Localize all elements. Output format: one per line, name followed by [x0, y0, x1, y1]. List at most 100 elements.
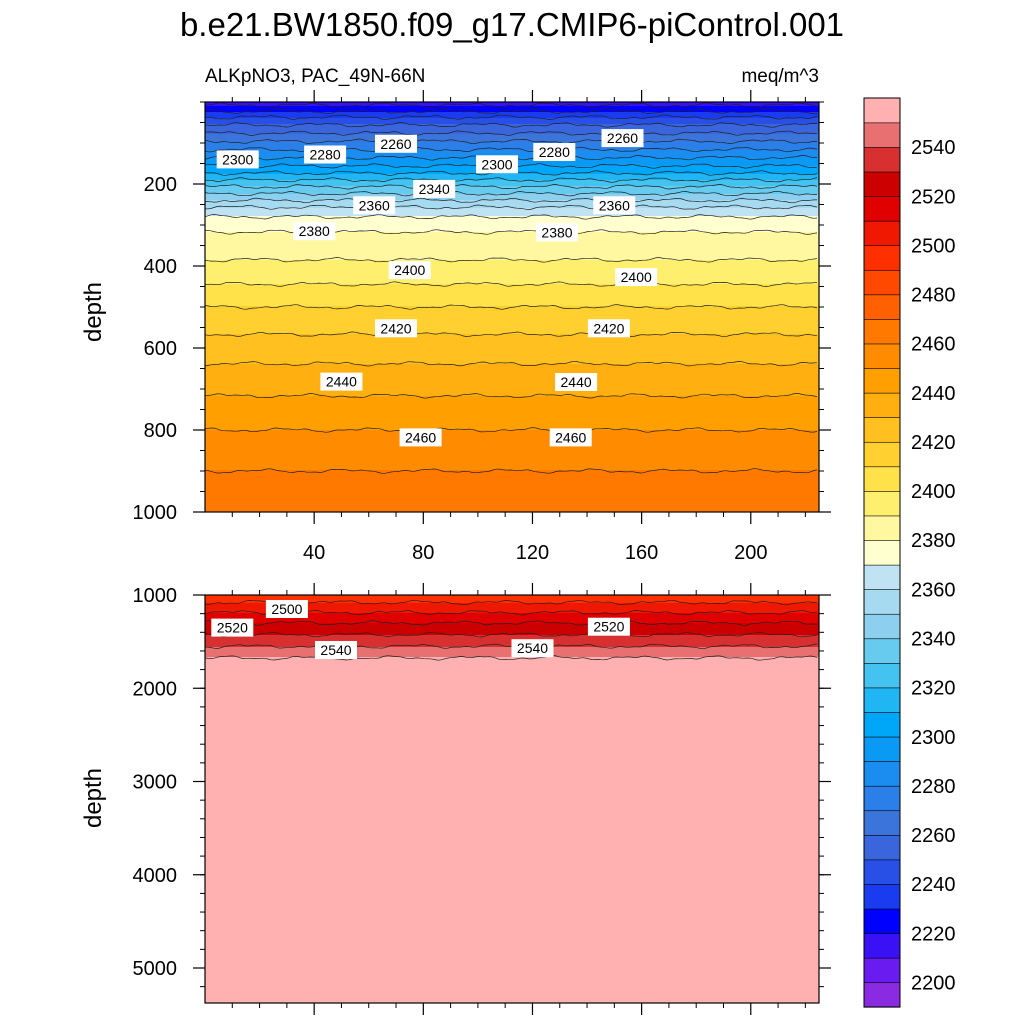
- upper-band: [205, 196, 819, 199]
- upper-band: [205, 284, 819, 287]
- upper-band: [205, 340, 819, 343]
- upper-band: [205, 102, 819, 105]
- upper-band: [205, 280, 819, 283]
- upper-band: [205, 256, 819, 259]
- lower-band: [205, 981, 819, 984]
- upper-contour-line: [205, 130, 818, 136]
- colorbar-label: 2360: [911, 579, 956, 601]
- upper-band: [205, 396, 819, 399]
- upper-band: [205, 212, 819, 215]
- upper-band: [205, 496, 819, 499]
- upper-band: [205, 176, 819, 179]
- upper-band: [205, 184, 819, 187]
- lower-band: [205, 947, 819, 950]
- upper-band: [205, 188, 819, 191]
- upper-contour-label-bg: [593, 196, 636, 215]
- upper-band: [205, 452, 819, 455]
- lower-band: [205, 799, 819, 802]
- upper-band: [205, 114, 819, 117]
- upper-band: [205, 450, 819, 453]
- upper-band: [205, 332, 819, 335]
- lower-band: [205, 831, 819, 834]
- upper-y-tick-label: 800: [144, 420, 177, 442]
- lower-band: [205, 779, 819, 782]
- lower-band: [205, 983, 819, 986]
- lower-band: [205, 891, 819, 894]
- colorbar-swatch: [863, 269, 901, 296]
- upper-band: [205, 350, 819, 353]
- upper-band: [205, 376, 819, 379]
- upper-band: [205, 152, 819, 155]
- lower-band: [205, 925, 819, 928]
- upper-contour-label-bg: [375, 134, 417, 153]
- lower-band: [205, 955, 819, 958]
- lower-band: [205, 601, 819, 604]
- colorbar-swatch: [863, 638, 901, 664]
- lower-y-tick-label: 4000: [133, 865, 178, 887]
- upper-band: [205, 326, 819, 329]
- lower-band: [205, 625, 819, 628]
- lower-band: [205, 677, 819, 680]
- upper-band: [205, 174, 819, 177]
- upper-band: [205, 120, 819, 123]
- lower-plot-frame: [204, 594, 820, 1004]
- lower-band: [205, 781, 819, 784]
- upper-band: [205, 420, 819, 423]
- lower-band: [205, 691, 819, 694]
- upper-band: [205, 238, 819, 241]
- lower-band: [205, 927, 819, 930]
- upper-band: [205, 308, 819, 311]
- lower-band: [205, 739, 819, 742]
- upper-x-tick-label: 160: [625, 542, 658, 564]
- lower-band: [205, 921, 819, 924]
- upper-band: [205, 382, 819, 385]
- colorbar-frame: [863, 97, 901, 1008]
- lower-band: [205, 669, 819, 672]
- upper-contour-line: [205, 102, 818, 108]
- upper-band: [205, 400, 819, 403]
- upper-contour-label-text: 2280: [310, 147, 341, 163]
- upper-band: [205, 508, 819, 511]
- upper-contour-line: [205, 190, 817, 197]
- lower-band: [205, 741, 819, 744]
- upper-band: [205, 416, 819, 419]
- lower-band: [205, 787, 819, 790]
- upper-contour-line: [205, 184, 818, 190]
- upper-band: [205, 430, 819, 433]
- lower-band: [205, 807, 819, 810]
- upper-band: [205, 142, 819, 145]
- upper-contour-label-bg: [476, 155, 518, 174]
- lower-band: [205, 657, 819, 660]
- lower-band: [205, 895, 819, 898]
- lower-band: [205, 751, 819, 754]
- upper-band: [205, 338, 819, 341]
- lower-band: [205, 901, 819, 904]
- upper-contour-label: 2260: [375, 134, 417, 153]
- lower-band: [205, 623, 819, 626]
- upper-contour-line: [205, 360, 818, 367]
- upper-band: [205, 180, 819, 183]
- colorbar-swatch: [863, 859, 901, 885]
- lower-band: [205, 681, 819, 684]
- lower-band: [205, 961, 819, 964]
- lower-band: [205, 959, 819, 962]
- upper-contour-line: [205, 197, 817, 204]
- lower-band: [205, 995, 819, 998]
- lower-band: [205, 613, 819, 616]
- upper-band: [205, 250, 819, 253]
- upper-contour-label-bg: [549, 428, 592, 447]
- upper-contour-line: [205, 114, 818, 120]
- upper-band: [205, 232, 819, 235]
- upper-band: [205, 404, 819, 407]
- lower-band: [205, 867, 819, 870]
- upper-band: [205, 220, 819, 223]
- lower-band: [205, 849, 819, 852]
- upper-contour-label: 2420: [375, 319, 417, 338]
- lower-contour-line: [205, 620, 818, 626]
- upper-band: [205, 240, 819, 243]
- upper-band: [205, 328, 819, 331]
- upper-band: [205, 234, 819, 237]
- lower-contour-labels: 2520 2500 2540 2540 2520: [211, 600, 630, 659]
- lower-band: [205, 847, 819, 850]
- upper-contour-label-text: 2360: [359, 197, 390, 213]
